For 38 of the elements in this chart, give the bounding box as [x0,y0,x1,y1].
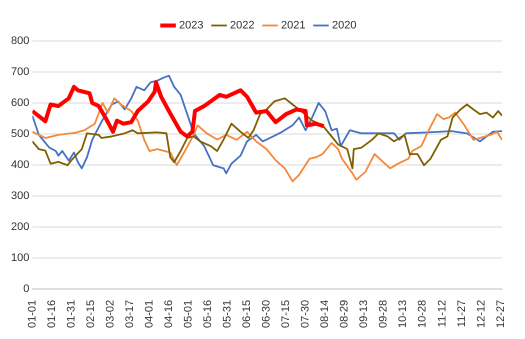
x-tick-label: 07-15 [280,300,292,328]
y-tick-label: 400 [10,158,30,171]
x-tick-label: 05-01 [182,300,195,328]
legend-label: 2021 [281,20,306,32]
y-tick-label: 0 [23,282,30,295]
x-tick-label: 11-27 [456,300,468,328]
legend-label: 2020 [332,20,356,32]
x-tick-label: 12-12 [475,300,488,328]
x-tick-label: 06-15 [241,300,254,328]
y-tick-label: 100 [10,252,30,264]
x-tick-label: 06-30 [260,300,273,328]
y-tick-label: 200 [10,220,30,233]
x-tick-label: 01-16 [46,300,58,328]
x-tick-label: 01-01 [26,300,38,328]
x-tick-label: 01-31 [65,300,78,328]
x-tick-label: 05-16 [202,300,214,328]
x-tick-label: 07-30 [300,300,312,328]
x-tick-label: 03-17 [124,300,136,328]
x-tick-label: 11-12 [436,300,448,328]
y-tick-label: 300 [10,190,30,202]
x-tick-label: 02-15 [84,300,97,328]
legend-label: 2022 [230,20,255,32]
x-tick-label: 05-31 [222,300,234,328]
y-tick-label: 800 [10,35,30,48]
legend-label: 2023 [179,20,204,32]
x-tick-label: 08-29 [338,300,351,328]
y-tick-label: 600 [10,97,30,109]
y-tick-label: 500 [10,128,30,140]
x-tick-label: 10-28 [416,300,429,328]
x-tick-label: 04-16 [163,300,176,328]
x-tick-label: 09-13 [358,300,370,328]
x-tick-label: 10-13 [397,300,410,328]
x-tick-label: 08-14 [319,300,332,328]
x-tick-label: 04-01 [143,300,156,328]
x-tick-label: 09-28 [378,300,390,328]
y-tick-label: 700 [10,66,30,78]
x-tick-label: 12-27 [494,300,507,328]
x-tick-label: 03-02 [104,300,116,328]
